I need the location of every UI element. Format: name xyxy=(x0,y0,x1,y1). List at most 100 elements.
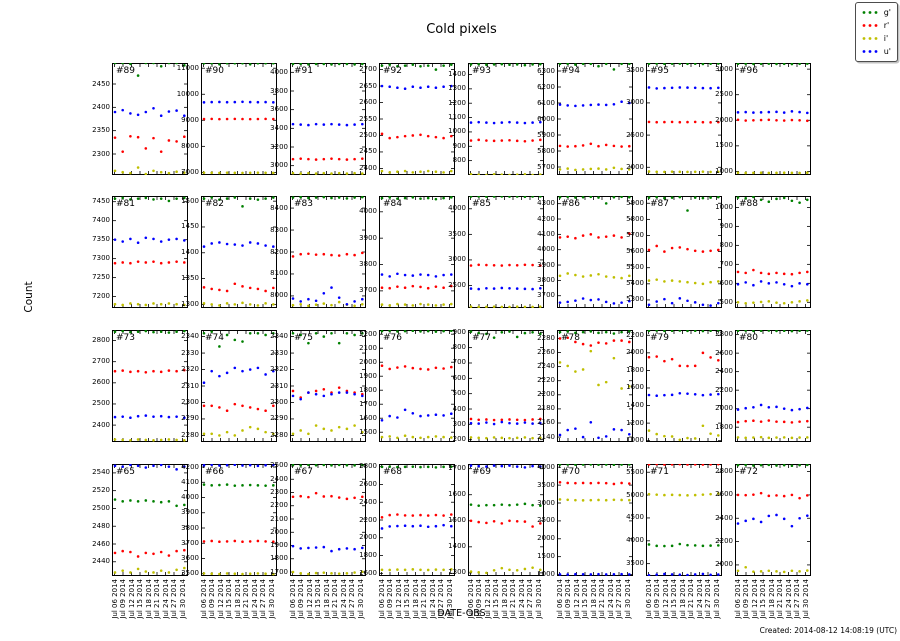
y-tick-label: 4000 xyxy=(359,207,377,216)
y-tick-label: 6100 xyxy=(537,98,555,107)
x-tick-label: Jul 09 2014 xyxy=(564,579,572,619)
subplot-canvas xyxy=(112,464,188,576)
subplot-72: #72 xyxy=(735,464,811,576)
y-tick-label: 3600 xyxy=(181,553,199,562)
subplot-canvas xyxy=(379,464,455,576)
subplot-67: #67 xyxy=(290,464,366,576)
y-tick-label: 1500 xyxy=(537,552,555,561)
y-tick-label: 2340 xyxy=(270,332,288,341)
y-tick-label: 600 xyxy=(719,278,733,287)
y-tick-label: 2330 xyxy=(181,348,199,357)
y-tick-label: 2500 xyxy=(359,130,377,139)
y-tick-label: 1000 xyxy=(626,436,644,445)
subplot-canvas xyxy=(468,196,544,308)
y-tick-label: 2400 xyxy=(715,513,733,522)
x-tick-label: Jul 18 2014 xyxy=(411,579,420,619)
subplot-canvas xyxy=(201,63,277,175)
y-tick-label: 800 xyxy=(719,240,733,249)
y-tick-label: 400 xyxy=(452,404,466,413)
y-tick-label: 3500 xyxy=(626,559,644,568)
y-tick-label: 3400 xyxy=(270,123,288,132)
y-tick-label: 8100 xyxy=(270,269,288,278)
y-tick-label: 1000 xyxy=(537,570,555,579)
subplot-canvas xyxy=(379,63,455,175)
subplot-label: #90 xyxy=(205,66,224,76)
y-tick-label: 500 xyxy=(719,297,733,306)
y-tick-label: 1200 xyxy=(448,98,466,107)
x-tick-label: Jul 09 2014 xyxy=(653,579,661,619)
subplot-95: #95 xyxy=(646,63,722,175)
y-tick-label: 2600 xyxy=(715,348,733,357)
y-tick-label: 4000 xyxy=(626,536,644,545)
y-tick-label: 5500 xyxy=(626,467,644,476)
subplot-label: #89 xyxy=(116,66,135,76)
x-tick-label: Jul 24 2014 xyxy=(250,579,259,619)
y-tick-label: 2280 xyxy=(181,430,199,439)
x-tick-label: Jul 09 2014 xyxy=(742,579,750,619)
y-tick-label: 1800 xyxy=(715,422,733,431)
y-tick-label: 2800 xyxy=(715,467,733,476)
subplot-canvas xyxy=(290,63,366,175)
y-tick-label: 3000 xyxy=(270,161,288,170)
x-tick-label: Jul 21 2014 xyxy=(776,579,784,619)
x-tick-label: Jul 09 2014 xyxy=(208,579,216,619)
x-tick-label: Jul 27 2014 xyxy=(348,579,356,619)
x-tick-label: Jul 06 2014 xyxy=(466,579,475,619)
subplot-label: #77 xyxy=(472,333,491,343)
y-tick-label: 2500 xyxy=(448,280,466,289)
y-tick-label: 2160 xyxy=(537,418,555,427)
y-tick-label: 5000 xyxy=(626,490,644,499)
y-tick-label: 1500 xyxy=(715,141,733,150)
x-tick-label: Jul 09 2014 xyxy=(119,579,127,619)
x-tick-label: Jul 27 2014 xyxy=(704,579,712,619)
y-tick-label: 5700 xyxy=(537,162,555,171)
subplot-75: #75 xyxy=(290,330,366,442)
x-tick-label: Jul 21 2014 xyxy=(242,579,250,619)
subplot-label: #65 xyxy=(116,467,135,477)
y-tick-label: 2700 xyxy=(359,65,377,74)
subplot-label: #79 xyxy=(650,333,669,343)
y-tick-label: 1500 xyxy=(181,196,199,205)
y-tick-label: 1500 xyxy=(448,516,466,525)
y-tick-label: 2180 xyxy=(537,404,555,413)
subplot-canvas xyxy=(468,63,544,175)
x-tick-label: Jul 24 2014 xyxy=(339,579,348,619)
y-tick-label: 2290 xyxy=(181,414,199,423)
y-tick-label: 2650 xyxy=(359,81,377,90)
subplot-canvas xyxy=(557,464,633,576)
y-tick-label: 500 xyxy=(452,389,466,398)
subplot-label: #85 xyxy=(472,199,491,209)
x-tick-label: Jul 06 2014 xyxy=(288,579,297,619)
y-tick-label: 2600 xyxy=(92,378,110,387)
subplot-85: #85 xyxy=(468,196,544,308)
y-tick-label: 2400 xyxy=(270,474,288,483)
subplot-label: #69 xyxy=(472,467,491,477)
subplot-canvas xyxy=(290,196,366,308)
y-tick-label: 3900 xyxy=(181,508,199,517)
subplot-80: #80 xyxy=(735,330,811,442)
y-tick-label: 1000 xyxy=(715,166,733,175)
y-tick-label: 1700 xyxy=(359,399,377,408)
y-tick-label: 7400 xyxy=(92,216,110,225)
y-tick-label: 2290 xyxy=(270,414,288,423)
legend-entry-r: r' xyxy=(860,19,891,32)
x-tick-label: Jul 27 2014 xyxy=(437,579,445,619)
x-tick-label: Jul 21 2014 xyxy=(331,579,339,619)
y-tick-label: 300 xyxy=(452,419,466,428)
x-tick-label: Jul 15 2014 xyxy=(670,579,678,619)
subplot-canvas xyxy=(112,63,188,175)
y-tick-label: 2300 xyxy=(270,487,288,496)
y-tick-label: 7450 xyxy=(92,197,110,206)
x-tick-label: Jul 30 2014 xyxy=(267,579,276,619)
subplot-canvas xyxy=(735,63,811,175)
x-tick-label: Jul 12 2014 xyxy=(127,579,136,619)
subplot-81: #81 xyxy=(112,196,188,308)
y-tick-label: 2520 xyxy=(92,486,110,495)
created-timestamp: Created: 2014-08-12 14:08:19 (UTC) xyxy=(759,626,897,635)
y-tick-label: 2300 xyxy=(270,397,288,406)
subplot-label: #96 xyxy=(739,66,758,76)
y-tick-label: 1800 xyxy=(270,554,288,563)
x-tick-label: Jul 18 2014 xyxy=(233,579,242,619)
y-tick-label: 1700 xyxy=(448,464,466,473)
y-tick-label: 800 xyxy=(452,343,466,352)
